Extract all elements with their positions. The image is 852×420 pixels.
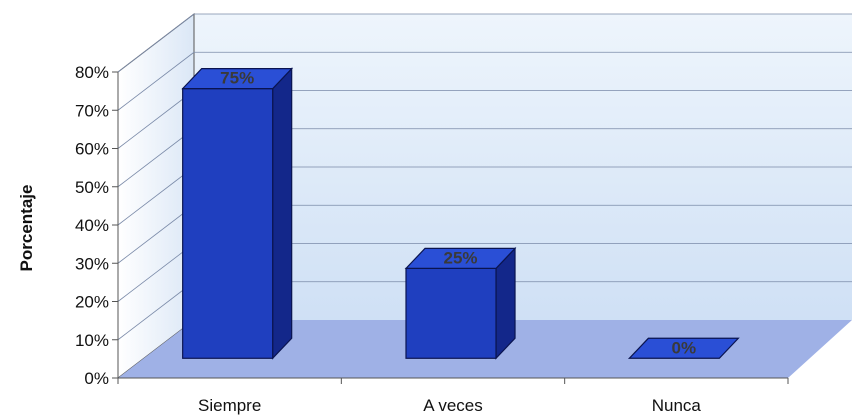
bar-a-veces xyxy=(404,246,517,360)
chart-bars xyxy=(181,67,740,360)
y-tick-label: 60% xyxy=(75,140,109,159)
data-label: 25% xyxy=(443,248,477,267)
x-category-label: A veces xyxy=(423,396,483,415)
bar-top xyxy=(181,68,294,90)
gridline-side xyxy=(117,243,195,302)
y-tick-label: 50% xyxy=(75,178,109,197)
bar-siempre xyxy=(181,67,294,360)
bar-top xyxy=(404,247,517,269)
data-label: 75% xyxy=(220,69,254,88)
bar-nunca xyxy=(627,337,740,359)
y-axis-title: Porcentaje xyxy=(17,185,36,272)
gridline-side xyxy=(117,90,195,149)
gridline-side xyxy=(117,51,195,111)
x-category-label: Siempre xyxy=(198,396,261,415)
gridline-side xyxy=(117,128,195,188)
y-tick-label: 0% xyxy=(84,369,109,388)
y-tick-label: 30% xyxy=(75,254,109,273)
chart-gridlines xyxy=(117,13,852,341)
bar-top xyxy=(627,337,740,359)
bar-side xyxy=(272,67,293,360)
y-tick-label: 70% xyxy=(75,101,109,120)
bar-front xyxy=(182,88,274,359)
y-tick-label: 80% xyxy=(75,63,109,82)
gridline-side xyxy=(117,204,195,264)
y-tick-label: 40% xyxy=(75,216,109,235)
chart-axes xyxy=(112,71,789,384)
bar-front xyxy=(405,267,497,359)
x-category-label: Nunca xyxy=(652,396,702,415)
data-label: 0% xyxy=(672,338,697,357)
gridline-side xyxy=(117,281,195,341)
chart-labels: 0% 10% 20% 30% 40% 50% 60% 70% 80% 75% Siempre 25% A… xyxy=(75,63,701,415)
y-tick-label: 20% xyxy=(75,293,109,312)
y-tick-label: 10% xyxy=(75,331,109,350)
gridline-side xyxy=(117,166,195,226)
gridline-side xyxy=(117,13,195,73)
